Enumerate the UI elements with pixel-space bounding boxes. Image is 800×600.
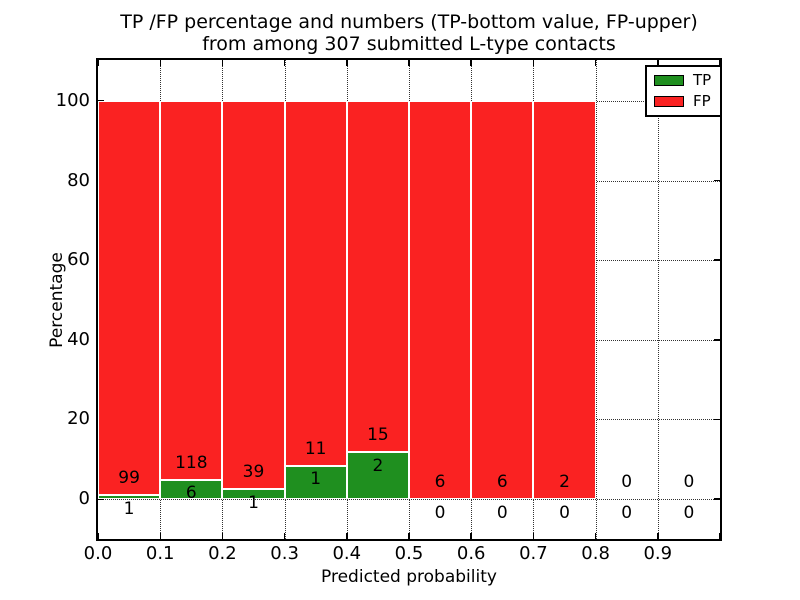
x-axis-tick	[470, 533, 472, 539]
x-axis-tick	[97, 533, 99, 539]
legend-item: TP	[654, 73, 711, 88]
x-axis-tick-top	[594, 60, 597, 66]
y-axis-tick	[98, 498, 104, 500]
legend-item: FP	[654, 94, 711, 109]
bar-tp-segment	[160, 479, 223, 499]
bar-fp-segment	[471, 101, 534, 499]
x-axis-tick	[283, 533, 286, 539]
bar-fp-segment	[222, 101, 285, 490]
tp-count-label: 1	[310, 469, 322, 490]
chart-title-line1: TP /FP percentage and numbers (TP-bottom…	[120, 11, 698, 33]
x-axis-tick-top	[346, 60, 348, 66]
bar-tp-segment	[98, 495, 161, 499]
y-tick-label: 80	[67, 169, 90, 191]
bar-fp-segment	[284, 101, 347, 466]
x-tick-label: 0.6	[456, 543, 486, 564]
x-axis-tick-top	[283, 60, 286, 66]
fp-count-label: 99	[118, 467, 140, 488]
x-axis-tick	[346, 533, 348, 539]
chart-title: TP /FP percentage and numbers (TP-bottom…	[98, 11, 720, 55]
bar-fp-segment	[533, 101, 596, 499]
tp-count-label: 0	[683, 502, 695, 523]
fp-count-label: 118	[175, 452, 208, 473]
x-axis-tick-top	[408, 60, 410, 66]
legend-swatch-fp	[654, 96, 684, 107]
y-axis-tick-right	[714, 259, 720, 261]
gridline-vertical	[657, 60, 659, 539]
fp-count-label: 11	[304, 438, 327, 459]
y-tick-label: 40	[67, 328, 90, 350]
x-tick-label: 0.7	[519, 543, 548, 564]
x-tick-label: 0.2	[208, 543, 237, 564]
legend-label: TP	[693, 71, 712, 89]
x-tick-label: 0.3	[270, 543, 299, 564]
x-axis-tick	[532, 533, 535, 539]
legend-swatch-tp	[654, 75, 684, 86]
bar-fp-segment	[160, 101, 223, 480]
tp-count-label: 1	[248, 492, 259, 513]
bar-fp-segment	[409, 101, 472, 499]
y-tick-label: 20	[67, 408, 90, 430]
y-axis-tick-right	[714, 418, 720, 421]
fp-count-label: 0	[683, 471, 695, 492]
fp-count-label: 2	[559, 471, 570, 492]
tp-count-label: 2	[372, 455, 384, 476]
bar-tp-segment	[284, 465, 347, 499]
tp-count-label: 0	[496, 502, 508, 523]
fp-count-label: 39	[242, 461, 265, 482]
tp-count-label: 6	[185, 483, 197, 504]
y-tick-label: 0	[78, 488, 90, 509]
bar-tp-segment	[222, 489, 285, 499]
x-axis-tick	[159, 533, 161, 539]
x-axis-tick	[408, 533, 410, 539]
x-axis-label: Predicted probability	[321, 567, 497, 587]
gridline-vertical	[595, 60, 597, 539]
fp-count-label: 15	[367, 425, 389, 446]
tp-count-label: 1	[123, 498, 135, 519]
x-axis-tick-top	[532, 60, 535, 66]
bar-fp-segment	[346, 101, 409, 453]
x-tick-label: 0.5	[394, 543, 424, 564]
fp-count-label: 6	[434, 471, 446, 492]
plot-area: 99 1 118 6 39 1 11 1 15 2 6 0 6 0 2 0 0 0 0 0	[96, 58, 722, 541]
fp-count-label: 6	[496, 471, 508, 492]
x-axis-tick-top	[657, 60, 659, 66]
x-tick-label: 0.8	[581, 543, 610, 564]
x-axis-tick	[719, 533, 721, 539]
chart-title-line2: from among 307 submitted L-type contacts	[202, 33, 616, 55]
x-tick-label: 0.1	[145, 543, 175, 564]
x-tick-label: 0.9	[643, 543, 673, 564]
fp-count-label: 0	[621, 471, 633, 492]
x-axis-tick	[221, 533, 224, 539]
tp-count-label: 0	[621, 502, 633, 523]
x-axis-tick-top	[221, 60, 224, 66]
tp-count-label: 0	[559, 502, 570, 523]
y-axis-tick-right	[714, 179, 720, 182]
x-axis-tick-top	[719, 60, 721, 66]
y-tick-label: 60	[67, 249, 90, 271]
y-axis-tick-right	[714, 339, 720, 341]
x-axis-tick	[657, 533, 659, 539]
y-tick-label: 100	[55, 90, 90, 111]
x-tick-label: 0.0	[83, 543, 113, 564]
legend: TP FP	[645, 65, 723, 117]
x-axis-tick-top	[159, 60, 161, 66]
x-axis-tick	[594, 533, 597, 539]
y-axis-tick-right	[714, 498, 720, 500]
tp-count-label: 0	[434, 502, 446, 523]
x-axis-tick-top	[470, 60, 472, 66]
legend-label: FP	[693, 92, 711, 110]
bar-fp-segment	[98, 101, 161, 495]
bar-tp-segment	[346, 452, 409, 499]
x-tick-label: 0.4	[332, 543, 362, 564]
x-axis-tick-top	[97, 60, 99, 66]
